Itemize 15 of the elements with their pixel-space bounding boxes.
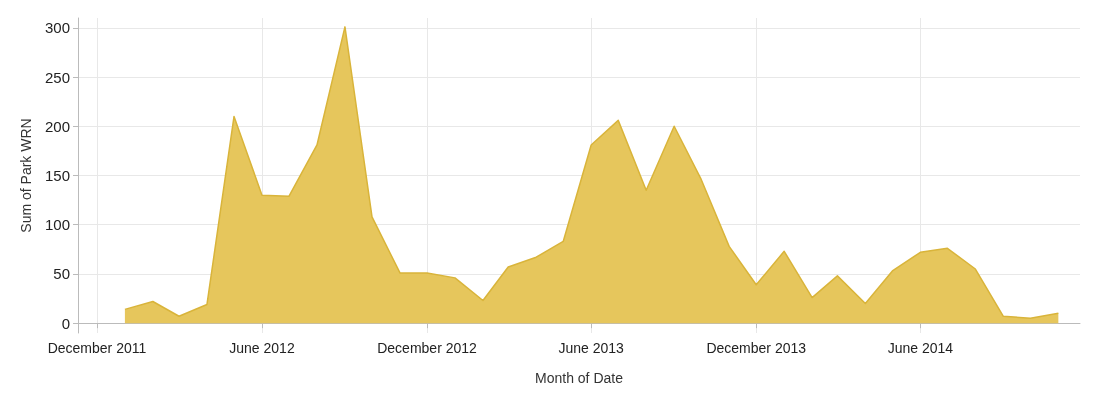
y-tick-label: 0: [61, 314, 70, 332]
y-tick-label: 200: [44, 117, 70, 135]
y-tick-label: 250: [44, 68, 70, 86]
x-tick-label: December 2011: [47, 340, 147, 356]
x-axis-title: Month of Date: [535, 370, 624, 386]
x-tick-label: June 2013: [558, 340, 625, 356]
y-axis-title: Sum of Park WRN: [18, 118, 34, 233]
x-tick-label: December 2013: [706, 340, 807, 356]
x-tick-label: June 2012: [229, 340, 295, 356]
x-tick-label: December 2012: [377, 340, 478, 356]
y-tick-label: 100: [44, 216, 70, 234]
y-tick-label: 150: [44, 167, 70, 184]
y-tick-label: 50: [53, 265, 70, 283]
y-tick-label: 300: [44, 19, 70, 37]
x-tick-label: June 2014: [887, 340, 954, 356]
